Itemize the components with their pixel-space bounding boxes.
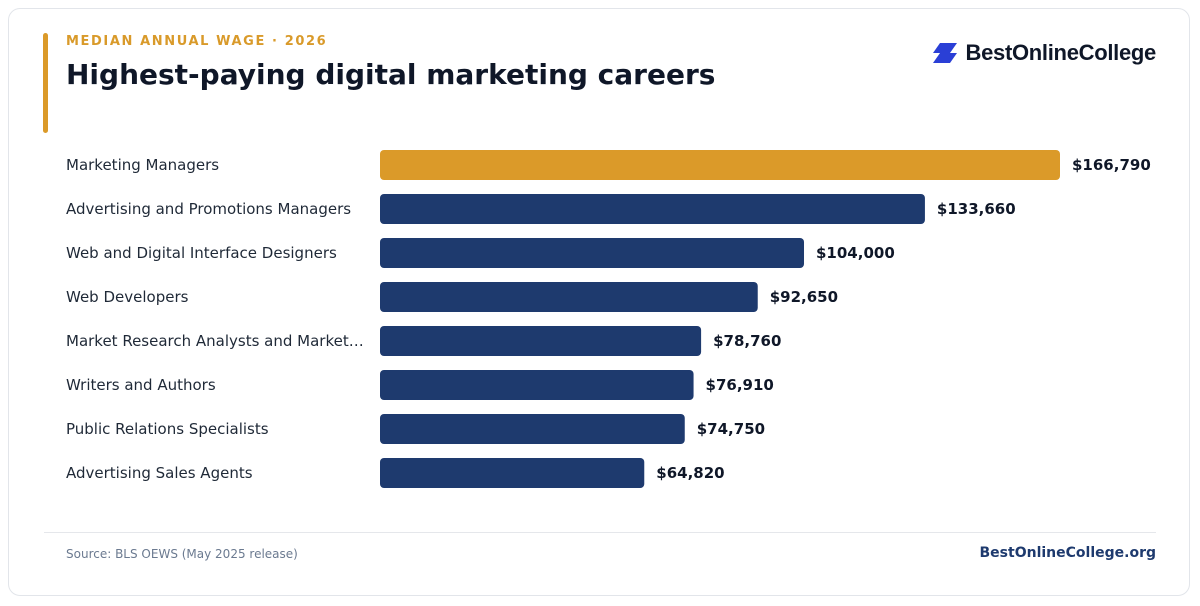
value-label: $76,910 xyxy=(706,376,774,394)
chart-eyebrow: MEDIAN ANNUAL WAGE · 2026 xyxy=(66,34,328,49)
value-label: $104,000 xyxy=(816,244,895,262)
bar xyxy=(380,370,694,400)
bestonlinecollege-logo-icon xyxy=(932,43,957,63)
title-accent-bar xyxy=(43,33,48,133)
source-note: Source: BLS OEWS (May 2025 release) xyxy=(66,547,298,561)
value-label: $133,660 xyxy=(937,200,1016,218)
bar xyxy=(380,194,925,224)
category-label: Advertising and Promotions Managers xyxy=(66,200,351,218)
brand-logo: BestOnlineCollege xyxy=(932,38,1157,68)
value-label: $64,820 xyxy=(656,464,724,482)
chart-title: Highest-paying digital marketing careers xyxy=(66,58,716,91)
category-label: Writers and Authors xyxy=(66,376,216,394)
footer-divider xyxy=(44,532,1156,533)
category-label: Marketing Managers xyxy=(66,156,219,174)
value-label: $92,650 xyxy=(770,288,838,306)
bar xyxy=(380,326,702,356)
bar xyxy=(380,150,1060,180)
category-label: Market Research Analysts and Market… xyxy=(66,332,364,350)
bar xyxy=(380,282,758,312)
value-label: $74,750 xyxy=(697,420,765,438)
bar xyxy=(380,458,645,488)
value-label: $166,790 xyxy=(1072,156,1151,174)
category-label: Web Developers xyxy=(66,288,189,306)
category-label: Advertising Sales Agents xyxy=(66,464,253,482)
bar xyxy=(380,238,805,268)
brand-name: BestOnlineCollege xyxy=(965,40,1157,65)
category-label: Web and Digital Interface Designers xyxy=(66,244,337,262)
bar xyxy=(380,414,685,444)
footer-site-link[interactable]: BestOnlineCollege.org xyxy=(979,545,1156,561)
category-label: Public Relations Specialists xyxy=(66,420,269,438)
value-label: $78,760 xyxy=(713,332,781,350)
